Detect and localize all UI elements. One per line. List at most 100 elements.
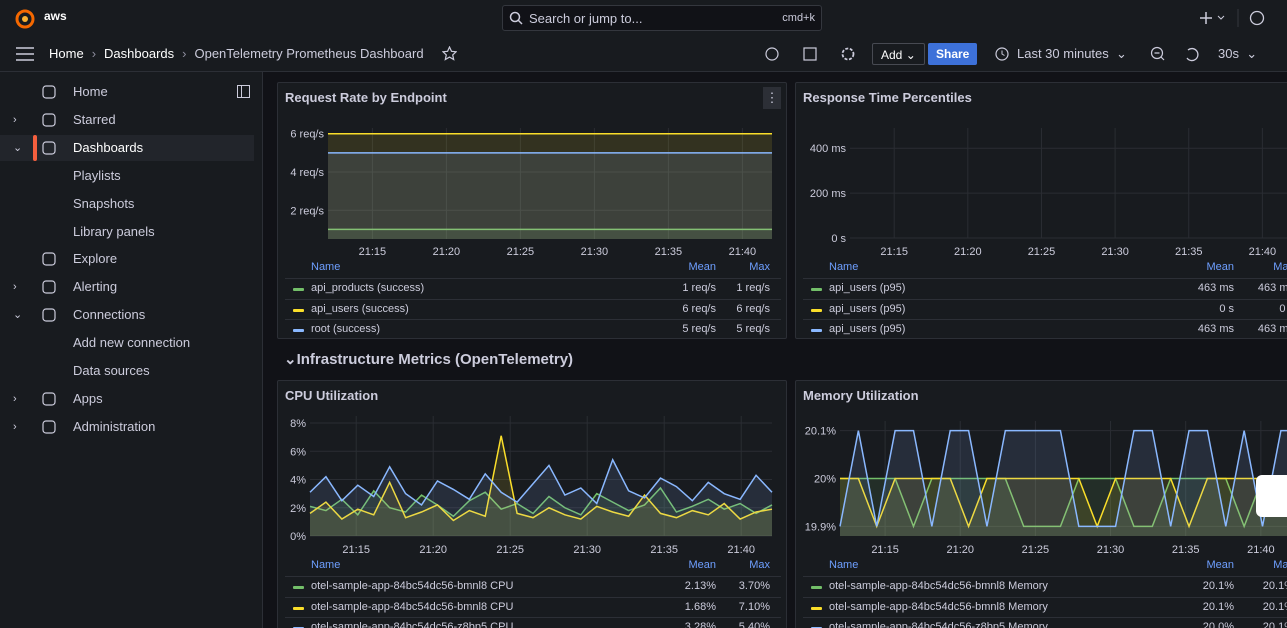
y-tick-label: 20%: [814, 474, 836, 486]
crumb[interactable]: Dashboards: [104, 46, 175, 61]
y-tick-label: 4 req/s: [290, 167, 324, 179]
active-bar: [33, 134, 37, 161]
legend-mean: 0 s: [1219, 302, 1234, 315]
chevron: ›: [13, 392, 17, 405]
legend-name[interactable]: otel-sample-app-84bc54dc56-z8bp5 CPU: [311, 621, 514, 628]
legend-name[interactable]: api_users (p95): [829, 282, 906, 294]
y-tick-label: 0 s: [831, 233, 846, 245]
icon-shape: [42, 113, 56, 127]
floating-widget[interactable]: [1256, 475, 1287, 517]
nav-item[interactable]: ⌄ Connections: [0, 302, 254, 328]
x-tick-label: 21:30: [573, 544, 601, 556]
legend-name[interactable]: root (success): [311, 323, 381, 335]
nav-item[interactable]: ⌄ Dashboards: [0, 134, 254, 161]
chevron: ⌄: [13, 309, 23, 322]
legend-name[interactable]: otel-sample-app-84bc54dc56-bmnl8 CPU: [311, 580, 514, 592]
search-shortcut: cmd+k: [782, 12, 815, 24]
nav-label: Apps: [73, 390, 103, 406]
nav-item[interactable]: Explore: [0, 246, 254, 272]
legend-divider: [285, 576, 781, 577]
nav-icon: [42, 420, 56, 434]
add-button[interactable]: Add ⌄: [872, 43, 925, 65]
y-tick-label: 8%: [290, 418, 306, 430]
nav-subitem[interactable]: Playlists: [0, 163, 254, 189]
x-tick-label: 21:40: [1247, 544, 1275, 556]
toolbar-icons[interactable]: [764, 46, 864, 62]
time-range-label: Last 30 minutes: [1017, 46, 1109, 61]
chevron: ›: [13, 113, 17, 126]
legend-max: 5 req/s: [736, 323, 770, 335]
chevron: ›: [13, 281, 17, 294]
breadcrumb-bar: Home › Dashboards › OpenTelemetry Prometheus…: [0, 36, 1287, 72]
plot: 0% 2% 4% 6% 8% 21:15 21:20 21:25 21:30 21:35 21:40: [290, 416, 773, 556]
legend-max: 7.10%: [738, 600, 770, 613]
nav-item[interactable]: Home: [0, 79, 254, 105]
legend-max: 3.70%: [738, 580, 770, 592]
x-tick-label: 21:20: [954, 246, 982, 258]
panel-title: Memory Utilization: [803, 388, 919, 403]
legend-divider: [285, 617, 781, 618]
legend-name[interactable]: api_products (success): [311, 282, 425, 294]
crumb[interactable]: Home: [49, 46, 84, 61]
search-box[interactable]: Search or jump to... cmd+k: [502, 5, 822, 31]
star-icon[interactable]: [442, 46, 457, 61]
legend-name[interactable]: otel-sample-app-84bc54dc56-bmnl8 Memory: [829, 600, 1048, 613]
legend-name[interactable]: otel-sample-app-84bc54dc56-z8bp5 Memory: [829, 621, 1048, 628]
nav-subitem[interactable]: Add new connection: [0, 330, 254, 356]
nav-subitem[interactable]: Library panels: [0, 219, 254, 245]
nav-item[interactable]: › Administration: [0, 414, 254, 440]
panel: Response Time Percentiles 0 s 200 ms 400 ms…: [795, 82, 1287, 339]
y-tick-label: 6 req/s: [290, 129, 324, 141]
zoom-refresh-icons[interactable]: [1150, 46, 1206, 62]
x-tick-label: 21:20: [946, 544, 974, 556]
x-tick-label: 21:40: [729, 246, 757, 258]
panel: CPU Utilization 0% 2% 4% 6% 8% 21:15 21:20 21:25…: [277, 380, 787, 628]
top-actions[interactable]: [1200, 9, 1280, 27]
nav-icon: [42, 85, 56, 99]
time-range[interactable]: Last 30 minutes ⌄: [1017, 46, 1127, 61]
breadcrumbs: Home › Dashboards › OpenTelemetry Prometheus…: [49, 46, 424, 61]
legend-header: Mean: [1206, 261, 1234, 273]
x-tick-label: 21:25: [496, 544, 524, 556]
legend-mean: 20.0%: [1202, 621, 1234, 628]
legend-swatch: [293, 606, 304, 610]
series-area: [310, 459, 772, 536]
crumb[interactable]: OpenTelemetry Prometheus Dashboard: [194, 46, 424, 61]
x-tick-label: 21:30: [581, 246, 609, 258]
panel-menu[interactable]: ⋮: [763, 87, 781, 109]
legend-divider: [285, 596, 781, 598]
legend-name[interactable]: otel-sample-app-84bc54dc56-bmnl8 CPU: [311, 600, 514, 613]
share-button[interactable]: Share: [928, 43, 978, 65]
legend-name[interactable]: api_users (success): [311, 302, 409, 315]
icon-shape: [42, 141, 56, 155]
y-tick-label: 4%: [290, 475, 306, 487]
logo[interactable]: [14, 8, 36, 30]
legend-header: Max: [749, 559, 770, 571]
series-area: [840, 430, 1287, 536]
x-tick-label: 21:40: [1249, 246, 1277, 258]
menu-icon[interactable]: [16, 47, 34, 61]
series-area: [840, 478, 1287, 536]
nav-label: Library panels: [73, 223, 155, 239]
nav-icon: [42, 392, 56, 406]
dock-icon[interactable]: [237, 85, 250, 98]
nav-subitem[interactable]: Data sources: [0, 358, 254, 384]
chevron: ⌄: [13, 141, 23, 154]
plot: 19.9% 20% 20.1% 21:15 21:20 21:25 21:30 21:35 21…: [805, 421, 1287, 556]
legend-name[interactable]: api_users (p95): [829, 323, 906, 335]
nav-subitem[interactable]: Snapshots: [0, 191, 254, 217]
y-tick-label: 200 ms: [810, 188, 847, 200]
panel-title: Response Time Percentiles: [803, 90, 972, 105]
crumb-sep: ›: [182, 46, 187, 61]
row-title[interactable]: ⌄Infrastructure Metrics (OpenTelemetry): [284, 351, 574, 368]
nav-item[interactable]: › Starred: [0, 107, 254, 133]
refresh-interval[interactable]: 30s ⌄: [1218, 46, 1258, 61]
legend-name[interactable]: api_users (p95): [829, 302, 906, 315]
series-area: [328, 229, 772, 239]
nav-label: Dashboards: [73, 139, 144, 155]
legend-name[interactable]: otel-sample-app-84bc54dc56-bmnl8 Memory: [829, 580, 1048, 592]
y-tick-label: 6%: [290, 446, 306, 458]
legend-max: 6 req/s: [736, 302, 770, 315]
nav-item[interactable]: › Alerting: [0, 274, 254, 300]
nav-item[interactable]: › Apps: [0, 386, 254, 412]
